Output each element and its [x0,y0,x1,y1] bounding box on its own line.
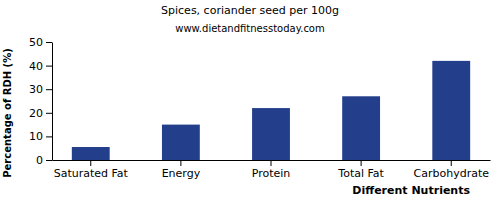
x-tick: Total Fat [337,160,384,180]
y-tick-label: 20 [29,107,43,120]
x-tick-label: Carbohydrate [414,167,490,180]
y-axis-title: Percentage of RDH (%) [2,48,13,178]
x-tick-label: Total Fat [337,167,384,180]
y-tick-mark [46,66,52,67]
x-tick-mark [90,160,91,166]
bars [72,61,470,160]
x-tick-mark [180,160,181,166]
x-tick-mark [271,160,272,166]
x-tick-label: Saturated Fat [54,167,129,180]
x-tick-mark [451,160,452,166]
bar [432,61,470,160]
x-tick-label: Protein [252,167,291,180]
x-tick-mark [361,160,362,166]
y-tick-mark [46,42,52,43]
y-axis: 0 10 20 30 40 50 [29,36,53,167]
y-tick: 50 [29,36,52,49]
bar [342,96,380,160]
y-tick-mark [46,89,52,90]
x-tick: Energy [162,160,201,180]
bar [72,147,110,160]
x-tick-label: Energy [162,167,201,180]
subtitle: www.dietandfitnesstoday.com [175,23,324,34]
bar [252,108,290,160]
x-axis: Saturated Fat Energy Protein Total Fat Carbo… [53,160,491,180]
x-axis-title: Different Nutrients [352,184,470,197]
x-tick: Saturated Fat [54,160,129,180]
y-tick-mark [46,136,52,137]
title: Spices, coriander seed per 100g [161,4,339,17]
y-tick-label: 40 [29,60,43,73]
y-tick-mark [46,113,52,114]
x-tick: Protein [252,160,291,180]
y-tick: 40 [29,60,52,73]
y-tick-mark [46,160,52,161]
y-tick: 0 [36,154,52,167]
y-tick-label: 0 [36,154,43,167]
y-axis-line [52,43,53,161]
x-tick: Carbohydrate [414,160,490,180]
y-tick: 30 [29,83,52,96]
chart: Spices, coriander seed per 100g www.dieta… [0,0,500,200]
y-tick: 20 [29,107,52,120]
y-tick-label: 10 [29,130,43,143]
y-tick-label: 30 [29,83,43,96]
bar [162,125,200,160]
y-tick: 10 [29,130,52,143]
y-tick-label: 50 [29,36,43,49]
